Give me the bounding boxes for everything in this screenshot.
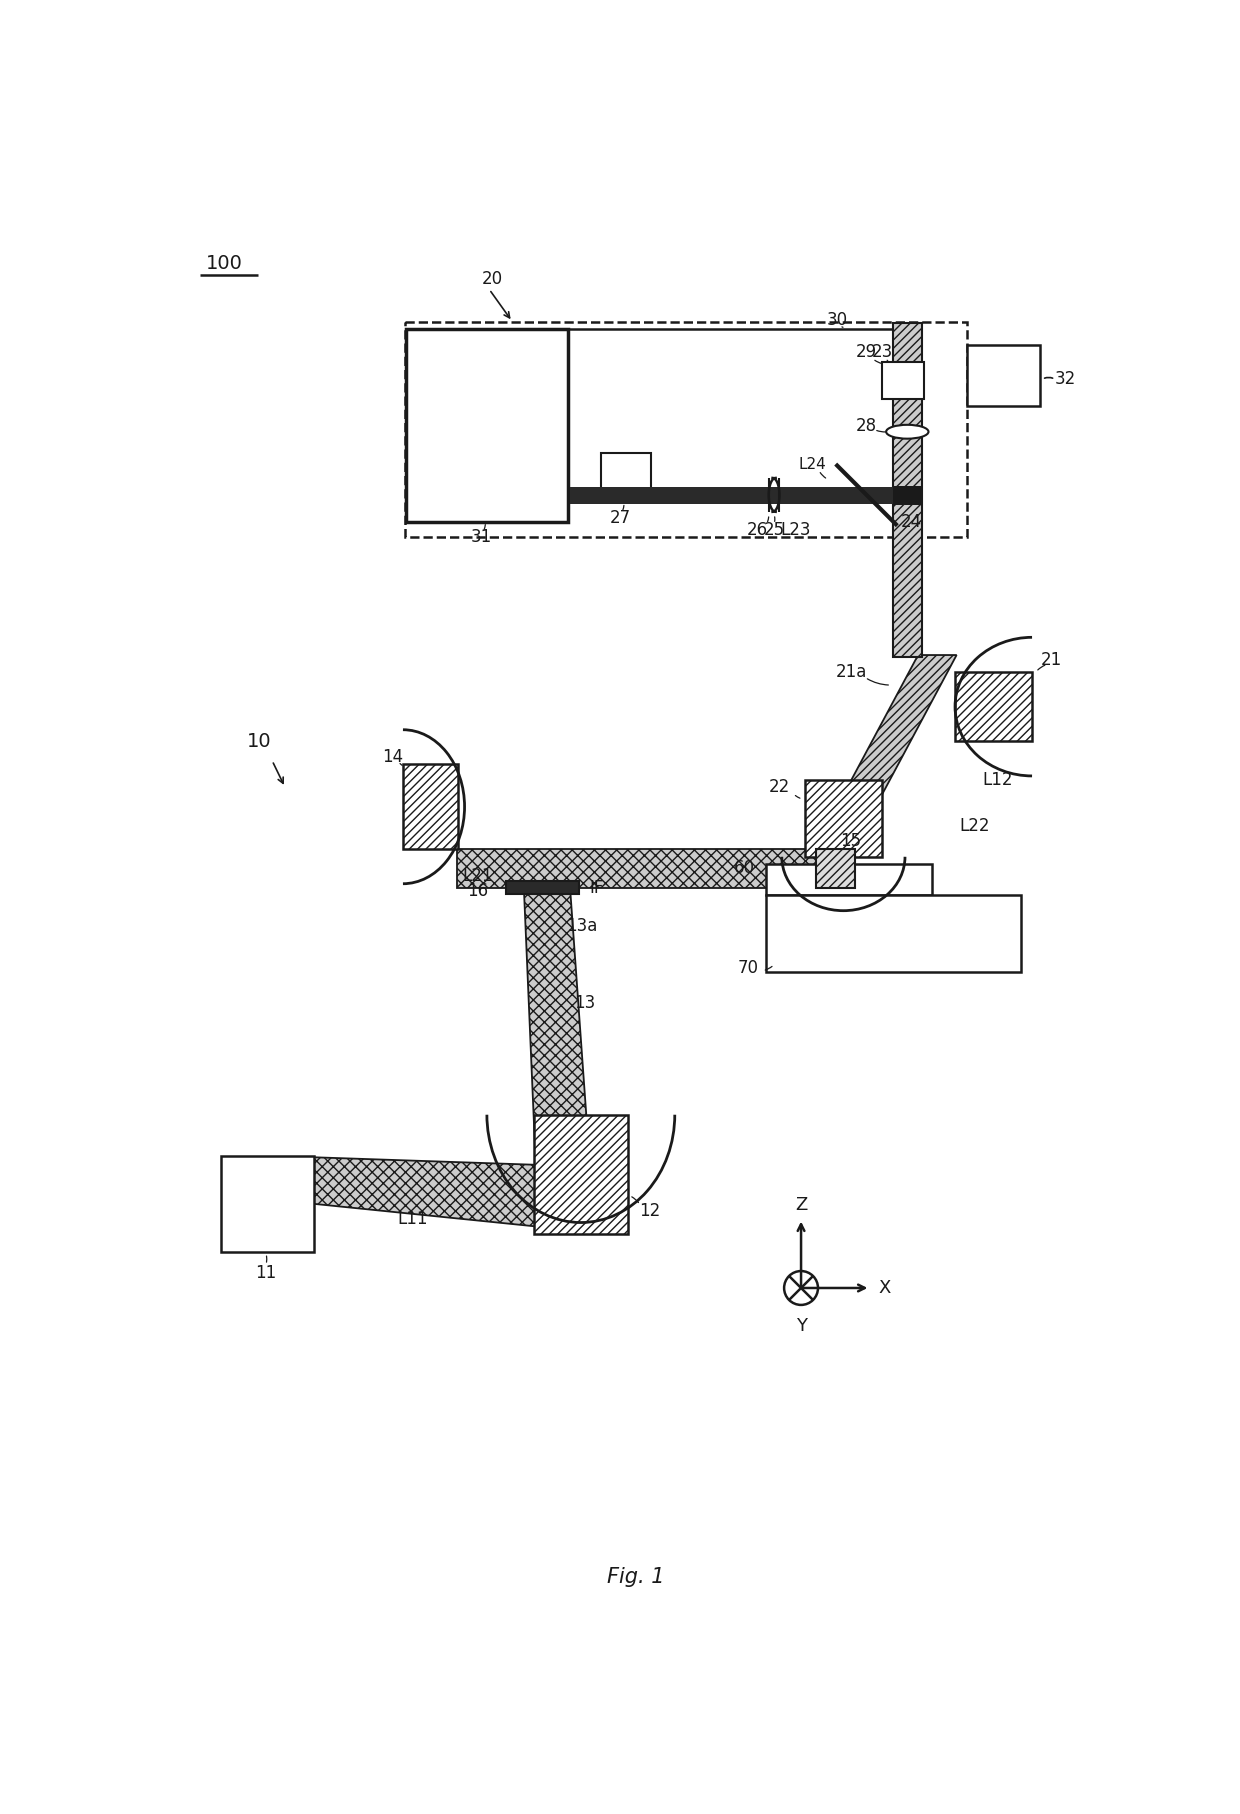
Text: 16: 16 — [467, 882, 489, 900]
Text: 26: 26 — [746, 521, 768, 539]
Text: 27: 27 — [610, 510, 631, 528]
Text: L21: L21 — [463, 867, 492, 885]
Bar — [404, 321, 967, 537]
Bar — [570, 488, 905, 504]
Bar — [601, 452, 651, 499]
Text: 23: 23 — [872, 343, 893, 361]
Bar — [967, 345, 1040, 406]
Bar — [506, 882, 579, 894]
Polygon shape — [403, 764, 459, 849]
Polygon shape — [534, 1116, 627, 1234]
Text: X: X — [878, 1279, 890, 1297]
Text: 10: 10 — [247, 731, 272, 751]
Text: 28: 28 — [856, 417, 877, 435]
Text: L24: L24 — [799, 457, 827, 472]
Text: Fig. 1: Fig. 1 — [606, 1567, 665, 1587]
Text: 21a: 21a — [836, 662, 867, 680]
Text: 15: 15 — [841, 833, 862, 851]
Polygon shape — [309, 1157, 536, 1226]
Text: L11: L11 — [397, 1210, 428, 1228]
Text: 29: 29 — [856, 343, 877, 361]
Text: 32: 32 — [1055, 370, 1076, 388]
Text: 31: 31 — [471, 528, 492, 546]
Text: 20: 20 — [481, 270, 502, 288]
Bar — [405, 330, 568, 522]
Text: Z: Z — [795, 1195, 807, 1214]
Polygon shape — [523, 887, 589, 1157]
Text: 30: 30 — [827, 310, 848, 328]
Text: L22: L22 — [959, 816, 990, 834]
Text: 25: 25 — [764, 521, 785, 539]
Bar — [766, 865, 932, 896]
Ellipse shape — [887, 424, 929, 439]
Polygon shape — [456, 849, 826, 887]
Bar — [766, 896, 1021, 972]
Bar — [882, 363, 924, 399]
Text: Y: Y — [796, 1317, 806, 1335]
Circle shape — [784, 1272, 818, 1304]
Text: IF: IF — [589, 878, 604, 896]
Text: 21: 21 — [1040, 651, 1061, 669]
Bar — [221, 1156, 314, 1252]
Bar — [894, 486, 921, 504]
Text: 14: 14 — [382, 747, 403, 766]
Text: 24: 24 — [901, 513, 923, 532]
Text: 12: 12 — [640, 1203, 661, 1221]
Text: 13a: 13a — [567, 918, 598, 934]
Text: 70: 70 — [738, 960, 759, 978]
Polygon shape — [816, 849, 854, 887]
Text: L12: L12 — [982, 771, 1013, 789]
Text: L23: L23 — [780, 521, 811, 539]
Text: 22: 22 — [769, 778, 790, 796]
Polygon shape — [810, 655, 956, 856]
Text: 100: 100 — [206, 254, 243, 274]
Text: 11: 11 — [255, 1264, 277, 1281]
Polygon shape — [955, 671, 1032, 742]
Polygon shape — [805, 780, 882, 856]
Polygon shape — [894, 323, 921, 657]
Text: 13: 13 — [574, 994, 595, 1012]
Text: 60: 60 — [734, 860, 755, 878]
